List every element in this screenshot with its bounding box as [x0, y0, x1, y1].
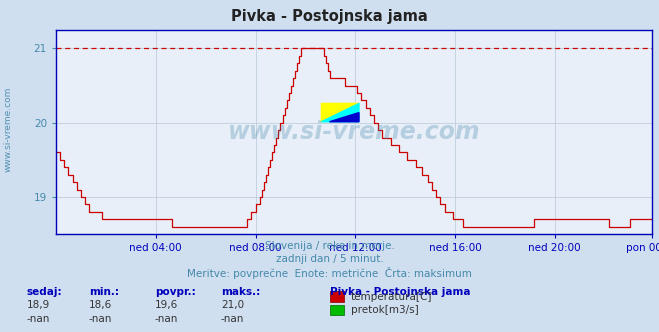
Text: -nan: -nan: [26, 314, 49, 324]
Text: www.si-vreme.com: www.si-vreme.com: [228, 120, 480, 144]
Text: Meritve: povprečne  Enote: metrične  Črta: maksimum: Meritve: povprečne Enote: metrične Črta:…: [187, 267, 472, 279]
Polygon shape: [330, 113, 359, 122]
Text: Pivka - Postojnska jama: Pivka - Postojnska jama: [330, 287, 470, 297]
Text: -nan: -nan: [221, 314, 244, 324]
Text: Slovenija / reke in morje.: Slovenija / reke in morje.: [264, 241, 395, 251]
Text: min.:: min.:: [89, 287, 119, 297]
Text: 18,9: 18,9: [26, 300, 49, 310]
Text: www.si-vreme.com: www.si-vreme.com: [3, 87, 13, 172]
Text: 21,0: 21,0: [221, 300, 244, 310]
Text: Pivka - Postojnska jama: Pivka - Postojnska jama: [231, 9, 428, 24]
Text: 19,6: 19,6: [155, 300, 178, 310]
Text: -nan: -nan: [89, 314, 112, 324]
Text: sedaj:: sedaj:: [26, 287, 62, 297]
Text: temperatura[C]: temperatura[C]: [351, 292, 432, 302]
Text: maks.:: maks.:: [221, 287, 260, 297]
Text: povpr.:: povpr.:: [155, 287, 196, 297]
Polygon shape: [322, 103, 359, 122]
Text: -nan: -nan: [155, 314, 178, 324]
Text: pretok[m3/s]: pretok[m3/s]: [351, 305, 418, 315]
Text: zadnji dan / 5 minut.: zadnji dan / 5 minut.: [275, 254, 384, 264]
Polygon shape: [322, 103, 359, 122]
Text: 18,6: 18,6: [89, 300, 112, 310]
